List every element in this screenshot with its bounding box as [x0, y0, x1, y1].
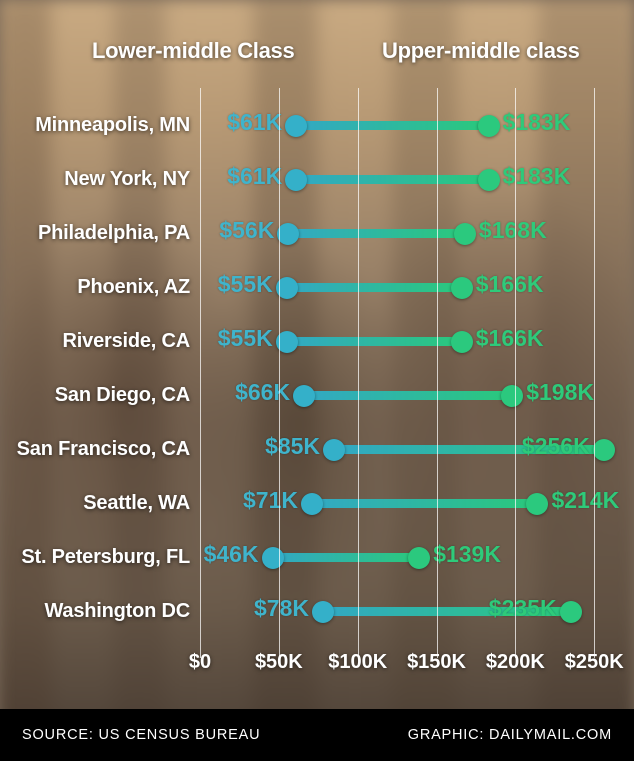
city-label: Washington DC	[44, 600, 190, 623]
range-bar	[304, 391, 512, 400]
range-bar	[273, 553, 420, 562]
city-label: Riverside, CA	[63, 330, 190, 353]
low-value: $55K	[218, 325, 273, 352]
gridline	[594, 88, 595, 658]
low-dot	[323, 439, 345, 461]
low-dot	[277, 223, 299, 245]
range-bar	[296, 121, 488, 130]
data-row: Philadelphia, PA$56K$168K	[200, 212, 610, 266]
high-dot	[454, 223, 476, 245]
data-row: Riverside, CA$55K$166K	[200, 320, 610, 374]
high-dot	[501, 385, 523, 407]
data-row: San Francisco, CA$85K$256K	[200, 428, 610, 482]
low-dot	[301, 493, 323, 515]
high-dot	[451, 331, 473, 353]
low-value: $46K	[204, 541, 259, 568]
low-value: $66K	[235, 379, 290, 406]
high-value: $166K	[476, 325, 544, 352]
city-label: Philadelphia, PA	[38, 222, 190, 245]
gridline	[437, 88, 438, 658]
low-dot	[285, 115, 307, 137]
data-row: Washington DC$78K$235K	[200, 590, 610, 644]
high-value: $198K	[526, 379, 594, 406]
high-dot	[560, 601, 582, 623]
x-axis: $0$50K$100K$150K$200K$250K	[200, 643, 610, 673]
data-row: St. Petersburg, FL$46K$139K	[200, 536, 610, 590]
low-value: $85K	[265, 433, 320, 460]
footer-bar: SOURCE: US CENSUS BUREAU GRAPHIC: DAILYM…	[0, 709, 634, 761]
high-dot	[451, 277, 473, 299]
high-value: $168K	[479, 217, 547, 244]
city-label: Minneapolis, MN	[35, 114, 190, 137]
range-bar	[287, 283, 462, 292]
footer-source: SOURCE: US CENSUS BUREAU	[22, 727, 260, 743]
data-row: New York, NY$61K$183K	[200, 158, 610, 212]
high-value: $214K	[551, 487, 619, 514]
city-label: Phoenix, AZ	[77, 276, 190, 299]
low-value: $61K	[227, 163, 282, 190]
data-row: San Diego, CA$66K$198K	[200, 374, 610, 428]
footer-graphic: GRAPHIC: DAILYMAIL.COM	[408, 727, 612, 743]
high-value: $183K	[503, 109, 571, 136]
gridline	[515, 88, 516, 658]
high-dot	[408, 547, 430, 569]
range-bar	[288, 229, 465, 238]
high-value: $166K	[476, 271, 544, 298]
range-bar	[312, 499, 538, 508]
low-value: $71K	[243, 487, 298, 514]
low-dot	[262, 547, 284, 569]
high-value: $183K	[503, 163, 571, 190]
header-upper-middle: Upper-middle class	[382, 38, 580, 64]
high-value: $256K	[522, 433, 590, 460]
dumbbell-chart: Lower-middle Class Upper-middle class Mi…	[0, 0, 634, 761]
city-label: San Francisco, CA	[17, 438, 190, 461]
header-lower-middle: Lower-middle Class	[92, 38, 294, 64]
city-label: Seattle, WA	[83, 492, 190, 515]
plot-area: Minneapolis, MN$61K$183KNew York, NY$61K…	[200, 88, 610, 658]
range-bar	[287, 337, 462, 346]
data-row: Seattle, WA$71K$214K	[200, 482, 610, 536]
high-dot	[526, 493, 548, 515]
city-label: St. Petersburg, FL	[21, 546, 190, 569]
data-row: Phoenix, AZ$55K$166K	[200, 266, 610, 320]
high-dot	[478, 115, 500, 137]
gridline	[358, 88, 359, 658]
low-dot	[312, 601, 334, 623]
low-dot	[293, 385, 315, 407]
rows-container: Minneapolis, MN$61K$183KNew York, NY$61K…	[200, 104, 610, 644]
high-value: $235K	[489, 595, 557, 622]
low-value: $78K	[254, 595, 309, 622]
low-value: $56K	[219, 217, 274, 244]
gridline	[279, 88, 280, 658]
city-label: San Diego, CA	[55, 384, 190, 407]
gridline	[200, 88, 201, 658]
data-row: Minneapolis, MN$61K$183K	[200, 104, 610, 158]
range-bar	[296, 175, 488, 184]
high-dot	[593, 439, 615, 461]
low-value: $55K	[218, 271, 273, 298]
low-value: $61K	[227, 109, 282, 136]
high-dot	[478, 169, 500, 191]
low-dot	[285, 169, 307, 191]
high-value: $139K	[433, 541, 501, 568]
city-label: New York, NY	[64, 168, 190, 191]
